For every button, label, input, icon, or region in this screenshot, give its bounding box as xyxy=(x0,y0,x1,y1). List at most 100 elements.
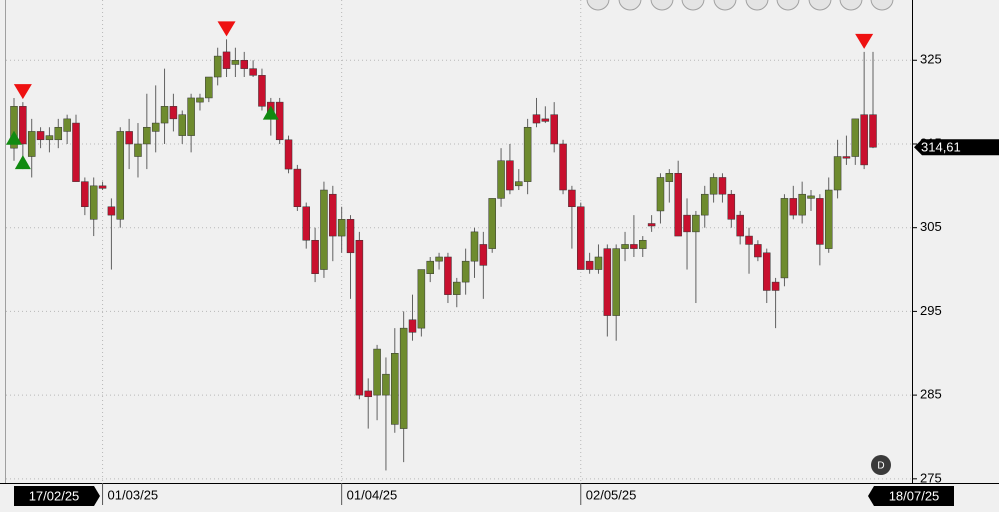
sell-signal xyxy=(13,84,32,100)
candle-body xyxy=(160,106,169,124)
candle-body xyxy=(63,118,71,132)
candle-body xyxy=(329,193,337,237)
candle-body xyxy=(771,281,780,291)
buy-signal xyxy=(6,130,22,145)
toolbar-button[interactable] xyxy=(650,0,674,11)
buy-signal xyxy=(14,155,31,170)
candle-body xyxy=(515,181,523,187)
sell-signal xyxy=(217,21,236,37)
candle-body xyxy=(789,198,798,216)
toolbar-button[interactable] xyxy=(808,0,832,11)
candle-body xyxy=(683,214,691,233)
candle-body xyxy=(736,214,744,237)
candle-body xyxy=(612,248,620,316)
candle-body xyxy=(107,206,116,216)
y-tick-label: 285 xyxy=(920,387,942,402)
candle-body xyxy=(178,114,187,136)
candle-body xyxy=(213,55,222,78)
candle-body xyxy=(275,101,284,141)
candle-body xyxy=(382,373,390,396)
x-tick-label: 02/05/25 xyxy=(586,487,637,502)
x-tick-label: 01/03/25 xyxy=(108,487,159,502)
candle-body xyxy=(594,256,603,270)
candle-body xyxy=(550,114,558,145)
candle-body xyxy=(780,198,789,279)
candle-body xyxy=(541,118,550,122)
period-button[interactable] xyxy=(871,455,891,475)
candle-body xyxy=(435,256,443,262)
x-tick-label: 18/07/25 xyxy=(889,488,940,503)
candle-body xyxy=(559,143,567,191)
candle-body xyxy=(54,126,63,141)
candle-body xyxy=(10,106,18,149)
toolbar-button[interactable] xyxy=(745,0,769,11)
candle-body xyxy=(577,206,585,270)
toolbar-button[interactable] xyxy=(713,0,737,11)
candle-body xyxy=(337,219,346,237)
x-tick-label: 17/02/25 xyxy=(29,488,80,503)
candle-body xyxy=(27,131,36,157)
last-price-tag xyxy=(914,139,999,156)
toolbar-button[interactable] xyxy=(870,0,894,11)
candle-body xyxy=(320,189,328,270)
candle-body xyxy=(169,106,178,120)
toolbar-button[interactable] xyxy=(681,0,705,11)
toolbar-button[interactable] xyxy=(776,0,800,11)
candle-body xyxy=(656,177,665,212)
candle-body xyxy=(745,235,753,245)
candle-body xyxy=(674,173,682,237)
period-button-label[interactable]: D xyxy=(877,461,884,472)
candle-body xyxy=(479,244,488,266)
candle-body xyxy=(240,60,248,69)
y-tick-label: 325 xyxy=(920,52,942,67)
toolbar xyxy=(586,0,894,11)
candle-body xyxy=(258,75,266,107)
candle-body xyxy=(754,244,762,258)
candle-body xyxy=(630,244,638,249)
candle-body xyxy=(125,131,133,145)
candle-body xyxy=(311,239,319,274)
buy-signal xyxy=(262,105,279,120)
candle-body xyxy=(816,198,824,245)
candle-body xyxy=(373,348,381,396)
candle-body xyxy=(293,168,302,208)
candle-body xyxy=(346,219,355,254)
candle-body xyxy=(497,160,505,199)
candle-body xyxy=(824,189,833,249)
candle-body xyxy=(461,260,470,283)
candle-body xyxy=(444,256,452,295)
toolbar-button[interactable] xyxy=(839,0,863,11)
candle-body xyxy=(222,51,231,69)
candle-body xyxy=(36,131,45,141)
candle-body xyxy=(284,139,293,170)
y-tick-label: 295 xyxy=(920,303,942,318)
candle-body xyxy=(532,114,541,124)
candle-body xyxy=(718,177,727,195)
candle-body xyxy=(187,97,195,136)
candle-body xyxy=(621,244,629,249)
candle-body xyxy=(523,126,532,182)
candle-body xyxy=(205,76,213,99)
toolbar-button[interactable] xyxy=(618,0,642,11)
candle-body xyxy=(762,252,771,291)
sell-signal xyxy=(855,33,874,49)
candle-body xyxy=(470,231,479,262)
candle-body xyxy=(399,327,408,429)
candle-body xyxy=(700,193,709,216)
candle-body xyxy=(81,181,89,208)
candle-body xyxy=(302,206,310,241)
candle-body xyxy=(19,106,27,145)
candle-body xyxy=(45,135,54,141)
candle-body xyxy=(453,281,461,295)
y-tick-label: 275 xyxy=(920,470,942,485)
candle-body xyxy=(116,131,125,220)
candle-body xyxy=(585,260,594,270)
candle-body xyxy=(692,214,700,233)
candle-body xyxy=(709,177,718,195)
candle-body xyxy=(426,260,434,274)
candle-body xyxy=(143,126,151,145)
candle-body xyxy=(89,185,98,220)
candle-body xyxy=(72,122,80,182)
toolbar-button[interactable] xyxy=(586,0,610,11)
